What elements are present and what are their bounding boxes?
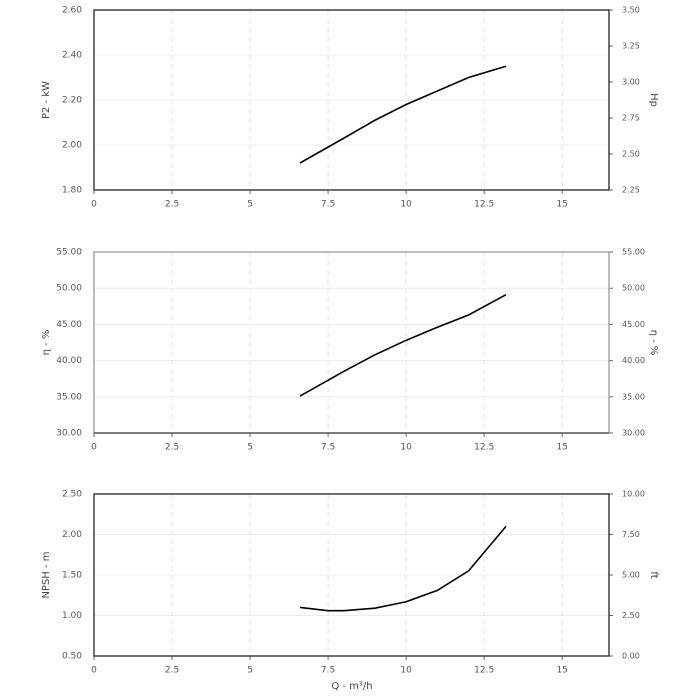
y-tick-label: 2.60 <box>62 6 82 16</box>
y2-tick-label: 35.00 <box>622 392 645 401</box>
y2-tick-label: 0.00 <box>622 652 640 661</box>
x-tick-label: 5 <box>247 200 253 210</box>
y2-axis-title: Hp <box>648 93 659 107</box>
y-tick-label: 30.00 <box>56 429 82 439</box>
x-tick-label: 2.5 <box>165 200 179 210</box>
y-tick-label: 1.80 <box>62 186 82 196</box>
x-tick-label: 15 <box>556 443 567 453</box>
y-tick-label: 0.50 <box>62 652 82 662</box>
x-tick-label: 0 <box>91 200 97 210</box>
y-tick-label: 2.50 <box>62 490 82 500</box>
y-tick-label: 2.00 <box>62 530 82 540</box>
y2-tick-label: 5.00 <box>622 571 640 580</box>
y2-axis-title: ft <box>648 571 659 578</box>
x-tick-label: 12.5 <box>474 666 494 676</box>
x-tick-label: 15 <box>556 666 567 676</box>
x-axis-title: Q - m³/h <box>331 681 372 692</box>
y2-tick-label: 7.50 <box>622 530 640 539</box>
curve <box>299 294 507 397</box>
x-tick-label: 5 <box>247 443 253 453</box>
y-axis-title: η - % <box>41 330 52 356</box>
y2-tick-label: 10.00 <box>622 490 645 499</box>
y2-tick-label: 2.75 <box>622 114 640 123</box>
x-tick-label: 0 <box>91 666 97 676</box>
x-tick-label: 10 <box>400 443 412 453</box>
y2-tick-label: 45.00 <box>622 320 645 329</box>
curve <box>299 65 507 164</box>
y2-axis-title: η - % <box>648 330 659 356</box>
y-tick-label: 45.00 <box>56 320 82 330</box>
y-axis-title: NPSH - m <box>41 551 52 598</box>
y2-tick-label: 2.50 <box>622 150 640 159</box>
y-tick-label: 40.00 <box>56 356 82 366</box>
y2-tick-label: 55.00 <box>622 248 645 257</box>
x-tick-label: 10 <box>400 666 412 676</box>
x-tick-label: 0 <box>91 443 97 453</box>
x-tick-label: 7.5 <box>321 666 335 676</box>
y-tick-label: 50.00 <box>56 284 82 294</box>
y-tick-label: 2.40 <box>62 51 82 61</box>
x-tick-label: 12.5 <box>474 443 494 453</box>
y2-tick-label: 2.50 <box>622 611 640 620</box>
x-tick-label: 12.5 <box>474 200 494 210</box>
curve <box>299 525 507 612</box>
x-tick-label: 15 <box>556 200 567 210</box>
x-tick-label: 2.5 <box>165 443 179 453</box>
y2-tick-label: 3.00 <box>622 78 640 87</box>
y-axis-title: P2 - kW <box>41 81 52 119</box>
x-tick-label: 10 <box>400 200 412 210</box>
y-tick-label: 2.20 <box>62 96 82 106</box>
x-tick-label: 7.5 <box>321 443 335 453</box>
x-tick-label: 7.5 <box>321 200 335 210</box>
y2-tick-label: 30.00 <box>622 429 645 438</box>
y-tick-label: 1.50 <box>62 571 82 581</box>
y2-tick-label: 40.00 <box>622 356 645 365</box>
y-tick-label: 55.00 <box>56 248 82 258</box>
plot-frame <box>93 251 610 434</box>
y2-tick-label: 3.25 <box>622 42 640 51</box>
y2-tick-label: 2.25 <box>622 186 640 195</box>
y-tick-label: 1.00 <box>62 611 82 621</box>
y-tick-label: 2.00 <box>62 141 82 151</box>
x-tick-label: 2.5 <box>165 666 179 676</box>
y2-tick-label: 3.50 <box>622 6 640 15</box>
x-tick-label: 5 <box>247 666 253 676</box>
y2-tick-label: 50.00 <box>622 284 645 293</box>
y-tick-label: 35.00 <box>56 392 82 402</box>
